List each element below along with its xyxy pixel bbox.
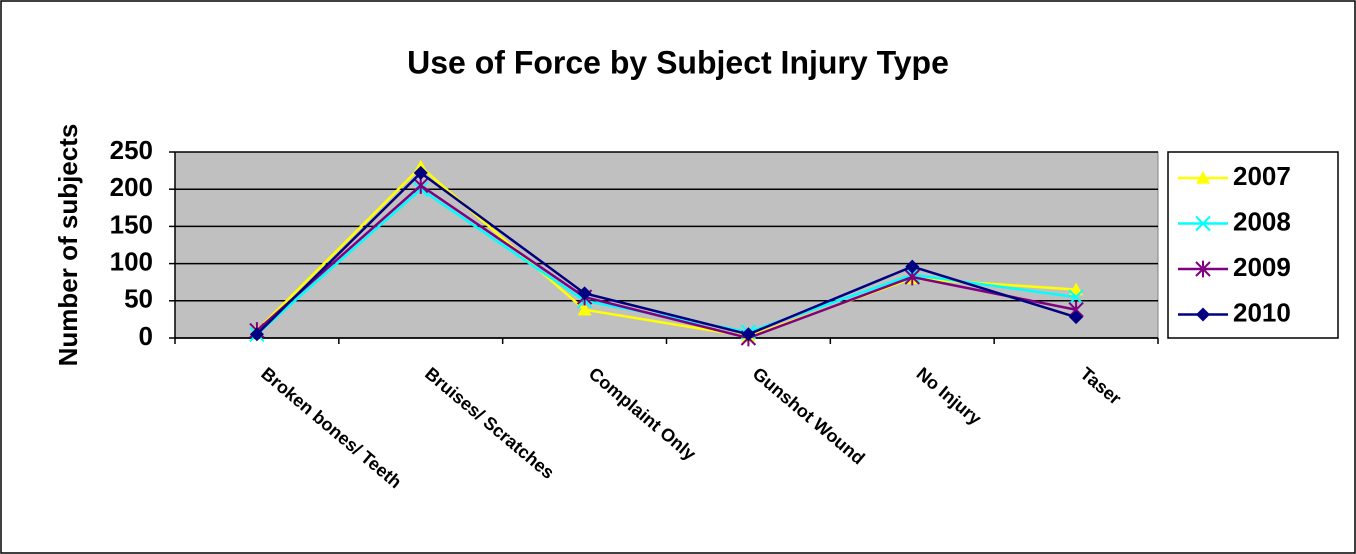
marker <box>1196 171 1210 184</box>
marker <box>1069 310 1084 325</box>
marker <box>1069 282 1084 296</box>
legend-label: 2009 <box>1233 252 1291 282</box>
marker <box>1195 260 1211 278</box>
legend-label: 2010 <box>1233 297 1291 327</box>
series-line <box>256 165 1077 338</box>
marker <box>577 286 592 301</box>
y-axis-label: Number of subjects <box>53 124 83 367</box>
plot-area <box>174 151 1159 339</box>
marker <box>413 177 429 194</box>
y-tick-label: 100 <box>110 246 153 276</box>
marker <box>1195 215 1211 232</box>
marker <box>1196 307 1210 322</box>
marker <box>249 327 264 342</box>
legend-label: 2008 <box>1233 206 1291 236</box>
legend-label: 2007 <box>1233 161 1291 191</box>
y-tick-label: 50 <box>124 284 153 314</box>
marker <box>577 302 592 316</box>
marker <box>413 165 428 180</box>
chart-title: Use of Force by Subject Injury Type <box>407 44 949 80</box>
y-tick-label: 0 <box>139 321 153 351</box>
marker <box>1068 289 1084 305</box>
y-tick-label: 250 <box>110 135 153 165</box>
marker <box>741 327 756 342</box>
y-tick-label: 200 <box>110 172 153 202</box>
series-line <box>256 183 1077 340</box>
y-tick-label: 150 <box>110 209 153 239</box>
marker <box>905 259 920 274</box>
series-line <box>256 171 1077 336</box>
